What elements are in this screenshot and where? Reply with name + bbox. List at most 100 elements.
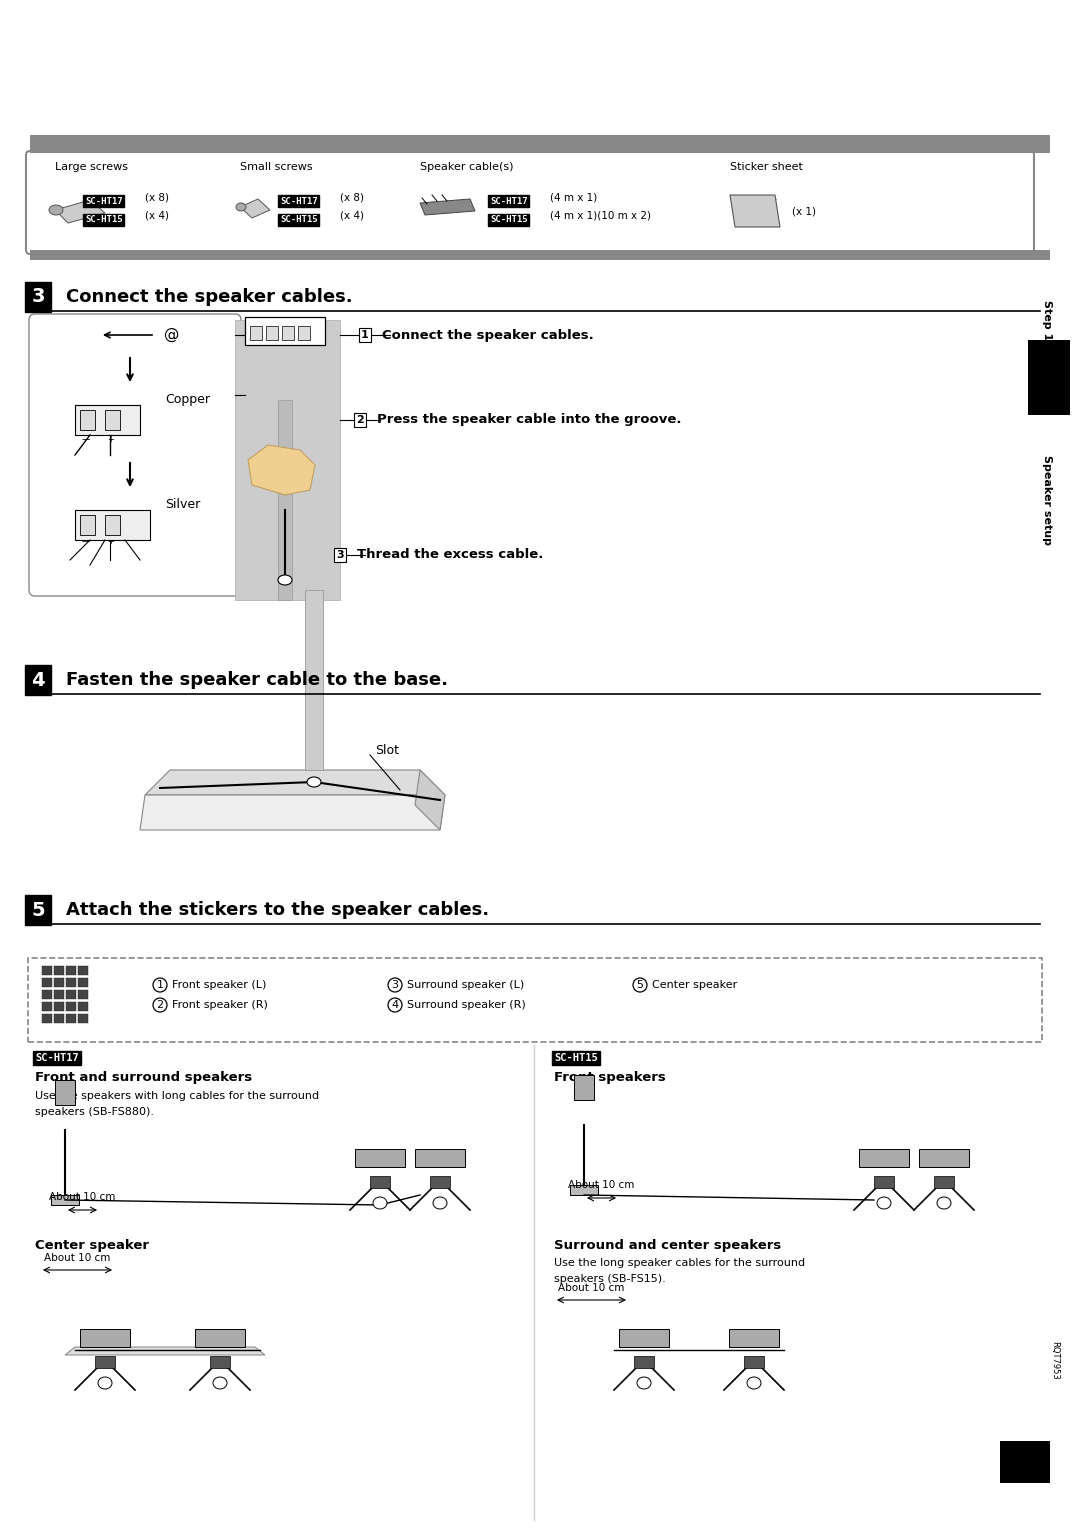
Bar: [874, 1177, 894, 1187]
Bar: [80, 515, 95, 535]
Bar: [80, 410, 95, 429]
Bar: [249, 325, 262, 341]
Text: Use the long speaker cables for the surround: Use the long speaker cables for the surr…: [554, 1258, 805, 1268]
Ellipse shape: [98, 1377, 112, 1389]
Text: Press the speaker cable into the groove.: Press the speaker cable into the groove.: [377, 414, 681, 426]
Text: 3: 3: [336, 550, 343, 559]
Bar: [42, 978, 52, 987]
Text: About 10 cm: About 10 cm: [49, 1192, 116, 1203]
Text: SC-HT17: SC-HT17: [85, 197, 123, 205]
Polygon shape: [140, 795, 445, 830]
Bar: [42, 990, 52, 999]
Bar: [54, 990, 64, 999]
Bar: [245, 316, 325, 345]
Text: SC-HT15: SC-HT15: [85, 215, 123, 225]
Polygon shape: [55, 200, 105, 223]
Bar: [195, 1329, 245, 1348]
Text: +: +: [107, 435, 113, 445]
Bar: [54, 1002, 64, 1012]
Bar: [859, 1149, 909, 1167]
Bar: [78, 1015, 87, 1024]
Bar: [210, 1355, 230, 1368]
Text: (x 4): (x 4): [145, 211, 168, 222]
Text: Small screws: Small screws: [240, 162, 312, 173]
Ellipse shape: [307, 778, 321, 787]
Ellipse shape: [49, 205, 63, 215]
Text: Surround speaker (L): Surround speaker (L): [407, 979, 524, 990]
Text: SC-HT17: SC-HT17: [490, 197, 528, 205]
Text: 1: 1: [361, 330, 369, 341]
Text: Fasten the speaker cable to the base.: Fasten the speaker cable to the base.: [66, 671, 448, 689]
Text: Connect the speaker cables.: Connect the speaker cables.: [382, 329, 594, 341]
Bar: [1028, 341, 1070, 416]
Polygon shape: [145, 770, 445, 795]
Ellipse shape: [937, 1196, 951, 1209]
Bar: [744, 1355, 764, 1368]
Text: 5: 5: [31, 900, 44, 920]
Bar: [370, 1177, 390, 1187]
Bar: [235, 319, 340, 601]
Text: 4: 4: [31, 671, 44, 689]
Text: (x 8): (x 8): [340, 193, 364, 202]
Bar: [54, 978, 64, 987]
Bar: [355, 1149, 405, 1167]
Text: 5: 5: [1018, 1494, 1031, 1514]
Text: SC-HT15: SC-HT15: [280, 215, 318, 225]
Bar: [54, 966, 64, 975]
Bar: [105, 515, 120, 535]
Text: SC-HT15: SC-HT15: [554, 1053, 597, 1063]
Bar: [54, 1015, 64, 1024]
FancyBboxPatch shape: [26, 151, 1034, 254]
Text: speakers (SB-FS15).: speakers (SB-FS15).: [554, 1274, 665, 1284]
Text: About 10 cm: About 10 cm: [557, 1284, 624, 1293]
Text: Center speaker: Center speaker: [35, 1239, 149, 1251]
Text: 2: 2: [356, 416, 364, 425]
Bar: [634, 1355, 654, 1368]
Polygon shape: [240, 199, 270, 219]
Text: (4 m x 1)(10 m x 2): (4 m x 1)(10 m x 2): [550, 211, 651, 222]
Bar: [729, 1329, 779, 1348]
Polygon shape: [65, 1348, 265, 1355]
Text: 4: 4: [391, 999, 399, 1010]
Text: Thread the excess cable.: Thread the excess cable.: [357, 549, 543, 561]
Bar: [78, 978, 87, 987]
Ellipse shape: [213, 1377, 227, 1389]
Ellipse shape: [633, 978, 647, 992]
Bar: [42, 966, 52, 975]
Text: 3: 3: [391, 979, 399, 990]
Bar: [66, 1002, 76, 1012]
Bar: [75, 510, 150, 539]
Text: Sticker sheet: Sticker sheet: [730, 162, 802, 173]
Text: speakers (SB-FS880).: speakers (SB-FS880).: [35, 1106, 154, 1117]
Text: Large screws: Large screws: [55, 162, 129, 173]
Polygon shape: [51, 1195, 79, 1206]
Text: Step 1: Step 1: [1042, 299, 1052, 341]
Text: @: @: [164, 327, 179, 342]
Text: SC-HT17: SC-HT17: [35, 1053, 79, 1063]
Bar: [934, 1177, 954, 1187]
Bar: [919, 1149, 969, 1167]
Text: Attach the stickers to the speaker cables.: Attach the stickers to the speaker cable…: [66, 902, 489, 918]
Bar: [66, 978, 76, 987]
Bar: [415, 1149, 465, 1167]
Text: Surround and center speakers: Surround and center speakers: [554, 1239, 781, 1251]
Text: (x 1): (x 1): [792, 206, 816, 215]
Bar: [573, 1076, 594, 1100]
Text: 5: 5: [636, 979, 644, 990]
Bar: [55, 1080, 75, 1105]
Bar: [78, 966, 87, 975]
Text: About 10 cm: About 10 cm: [568, 1180, 634, 1190]
Bar: [278, 400, 292, 601]
Bar: [430, 1177, 450, 1187]
Text: 1: 1: [157, 979, 163, 990]
Ellipse shape: [278, 575, 292, 585]
Text: Speaker setup: Speaker setup: [1042, 455, 1052, 545]
Text: Connect the speaker cables.: Connect the speaker cables.: [66, 287, 353, 306]
Bar: [42, 1015, 52, 1024]
Text: Slot: Slot: [375, 744, 399, 756]
Ellipse shape: [153, 998, 167, 1012]
Text: About 10 cm: About 10 cm: [44, 1253, 110, 1264]
Bar: [80, 1329, 130, 1348]
Ellipse shape: [747, 1377, 761, 1389]
Polygon shape: [570, 1186, 598, 1195]
